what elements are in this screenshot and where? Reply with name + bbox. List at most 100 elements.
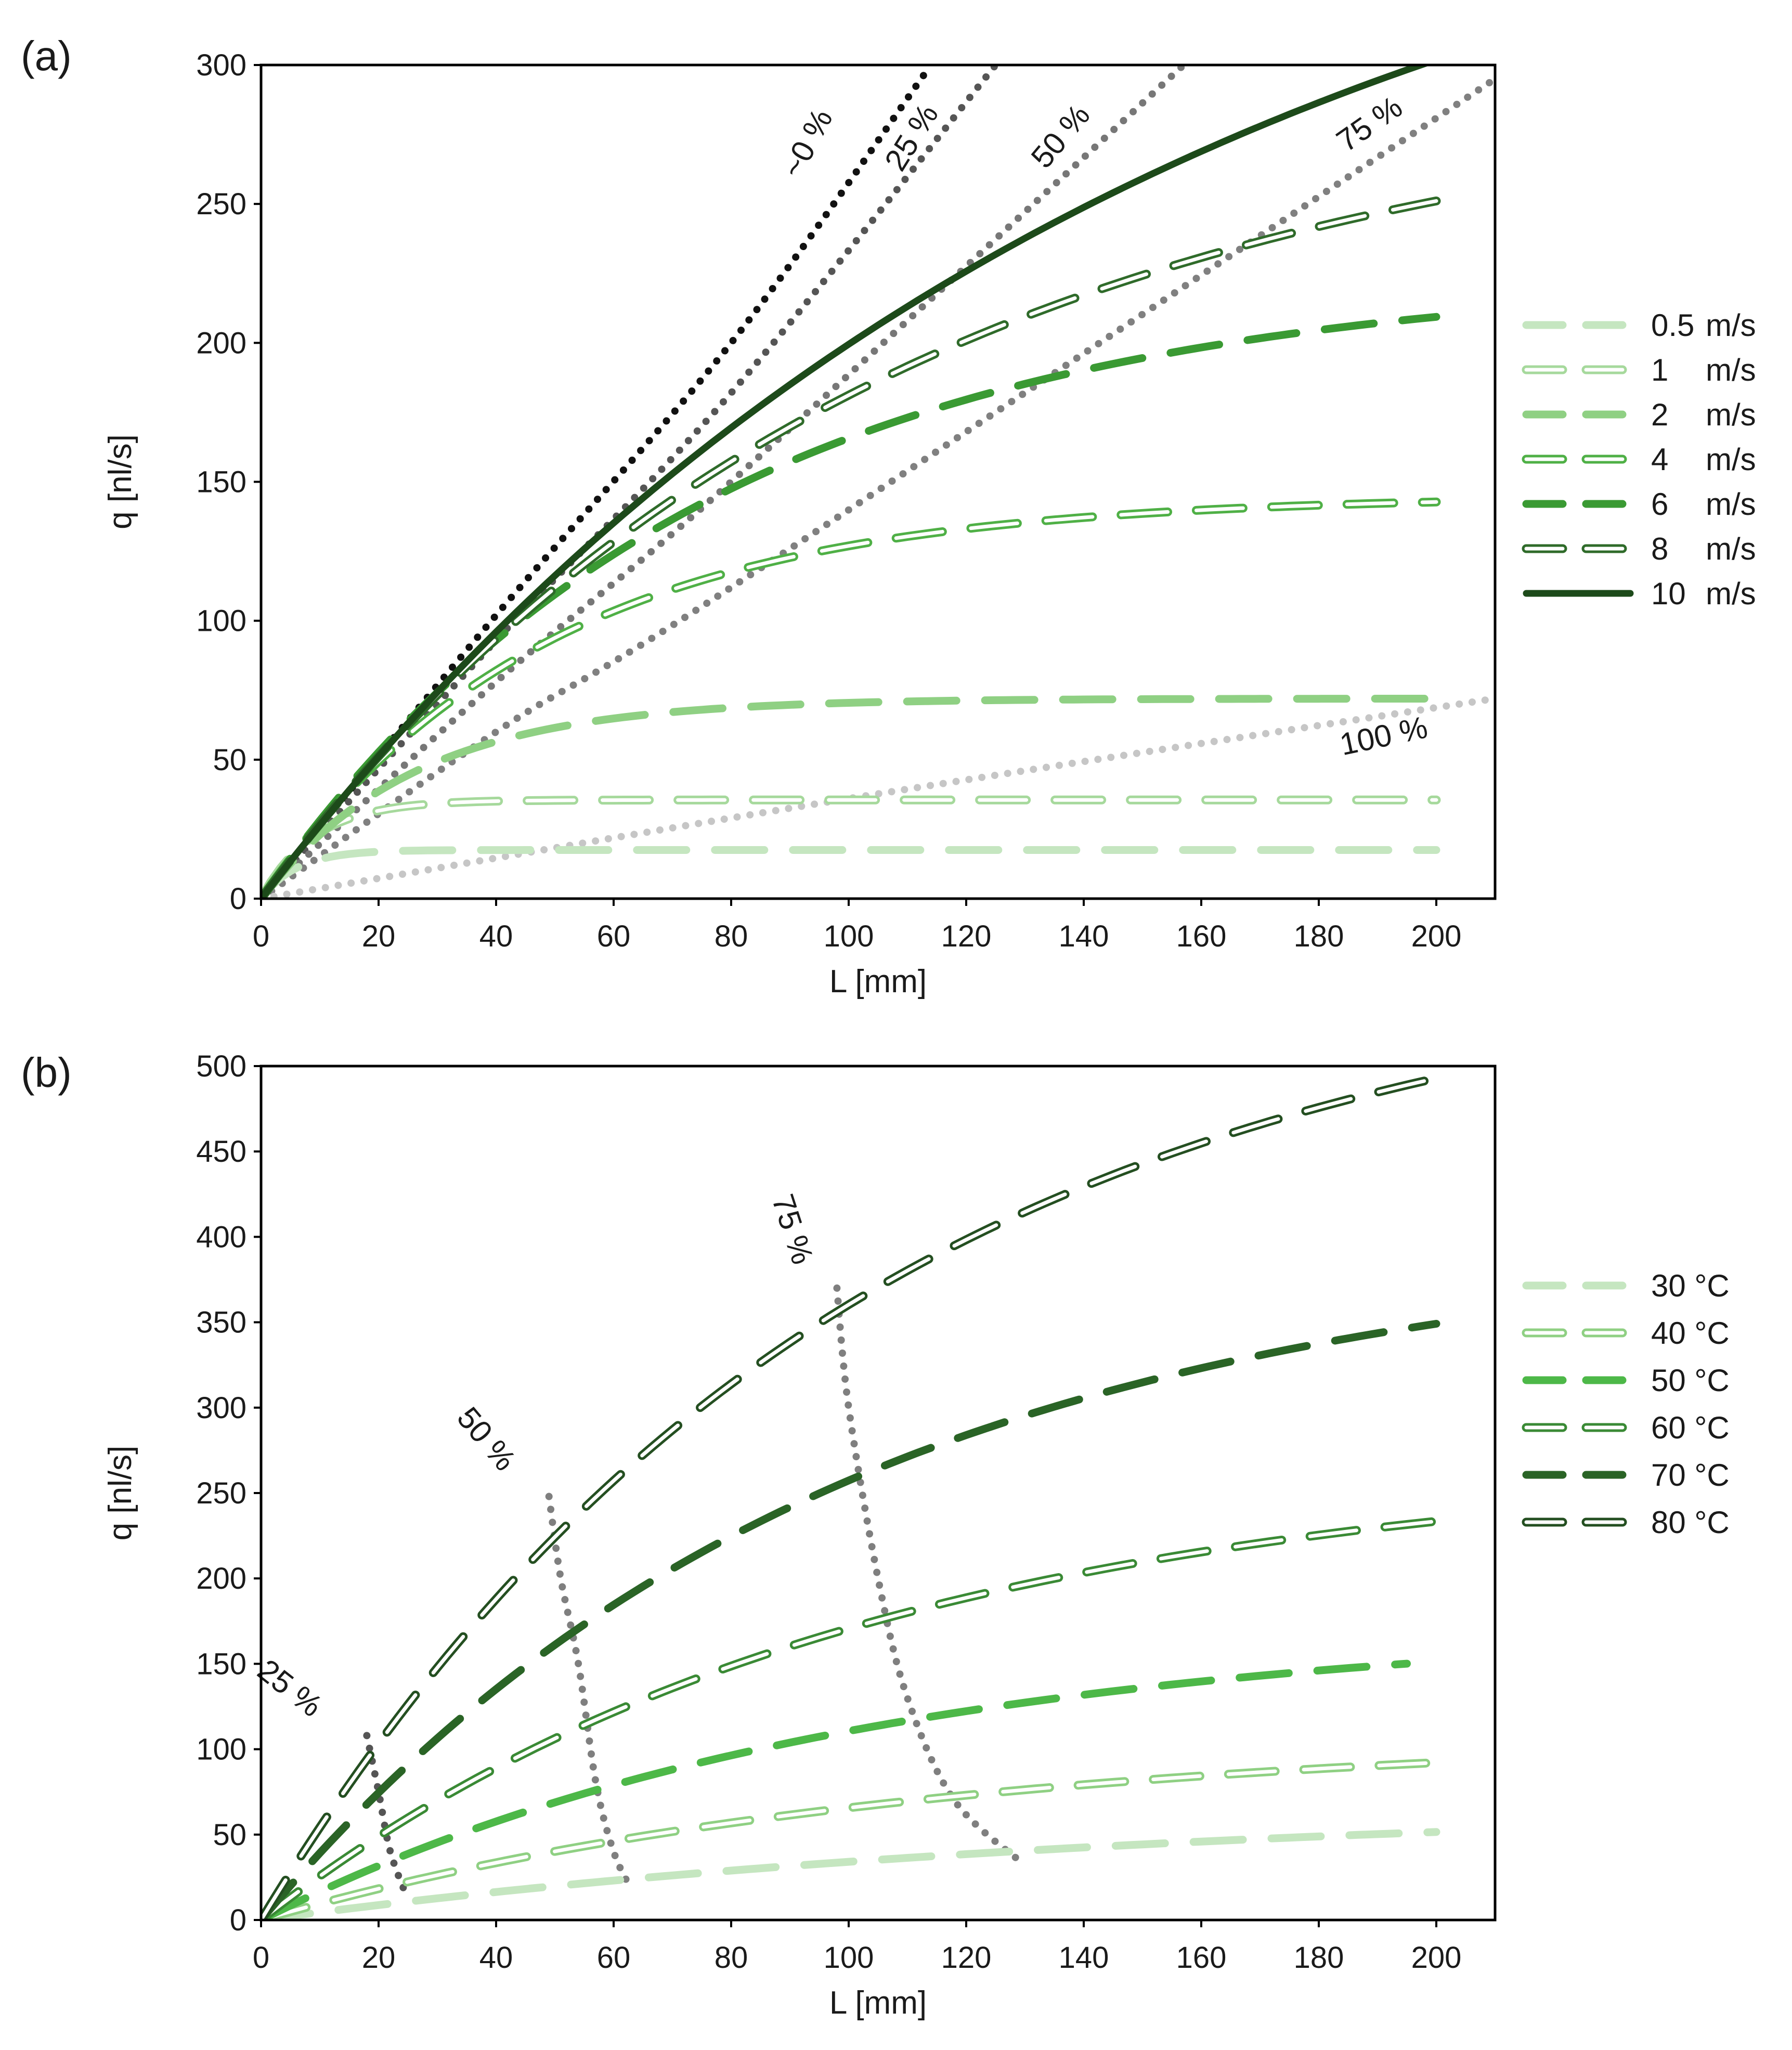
x-tick-label: 200 — [1411, 1941, 1462, 1975]
legend-item: 2 m/s — [1522, 397, 1756, 432]
plot-frame — [259, 63, 1497, 900]
legend-label: 80 °C — [1651, 1505, 1730, 1540]
x-tick-label: 60 — [597, 1941, 631, 1975]
x-tick-label: 140 — [1059, 1941, 1109, 1975]
series-2-m-s — [261, 695, 1440, 899]
legend-label-unit: m/s — [1706, 576, 1756, 611]
y-tick-label: 350 — [196, 1306, 246, 1340]
y-tick-label: 50 — [213, 1818, 246, 1852]
legend-item: 1 m/s — [1522, 353, 1756, 387]
y-tick-label: 500 — [196, 1049, 246, 1083]
x-tick-label: 180 — [1294, 919, 1344, 953]
efficiency-label: 75 % — [1330, 89, 1408, 159]
y-tick-label: 200 — [196, 1562, 246, 1595]
legend-item: 40 °C — [1522, 1316, 1730, 1351]
panel-label: (b) — [21, 1049, 72, 1096]
legend-item: 4 m/s — [1522, 442, 1756, 477]
y-tick-label: 150 — [196, 1647, 246, 1681]
legend-label-unit: m/s — [1706, 487, 1756, 522]
y-tick-label: 300 — [196, 1391, 246, 1425]
plot-frame — [259, 1065, 1497, 1922]
legend: 0.5 m/s 1 m/s 2 m/s 4 m/s 6 m/s 8 m/s 10 m/s — [1522, 308, 1756, 611]
y-tick-label: 400 — [196, 1220, 246, 1254]
series-80-c — [261, 1074, 1441, 1920]
y-axis-label: q [nl/s] — [102, 1446, 138, 1541]
legend-item: 80 °C — [1522, 1505, 1730, 1540]
series-line — [261, 313, 1440, 899]
series-40-c — [261, 1758, 1441, 1920]
legend-label-value: 1 — [1651, 353, 1668, 387]
legend-label-value: 4 — [1651, 442, 1668, 477]
y-axis-label: q [nl/s] — [102, 434, 138, 529]
x-axis-label: L [mm] — [829, 964, 927, 1000]
panel-a: (a) 0 50 100 150 200 250 300 0 20 40 60 80 100 120 140 1… — [21, 33, 1756, 1000]
legend-item: 6 m/s — [1522, 487, 1756, 522]
series-line-inner — [261, 798, 1438, 899]
series-8-m-s — [261, 196, 1441, 899]
y-tick-label: 0 — [230, 882, 246, 916]
legend-label: 40 °C — [1651, 1316, 1730, 1351]
legend-label-unit: m/s — [1706, 442, 1756, 477]
efficiency-line — [261, 65, 999, 899]
series-1-m-s — [261, 795, 1441, 899]
series-line — [261, 1828, 1440, 1920]
series-line — [261, 695, 1440, 899]
series-10-m-s — [261, 65, 1432, 899]
efficiency-line — [545, 1493, 635, 1893]
y-tick-label: 250 — [196, 187, 246, 221]
series-60-c — [261, 1516, 1441, 1920]
x-tick-label: 180 — [1294, 1941, 1344, 1975]
x-tick-label: 200 — [1411, 919, 1462, 953]
y-tick-label: 100 — [196, 1733, 246, 1767]
x-tick-label: 60 — [597, 919, 631, 953]
legend-label-value: 2 — [1651, 397, 1668, 432]
series-line-inner — [261, 1760, 1438, 1920]
series-line — [261, 846, 1440, 899]
series-line — [261, 1659, 1411, 1920]
legend-label: 70 °C — [1651, 1458, 1730, 1493]
efficiency-line — [261, 75, 1495, 899]
x-tick-label: 120 — [941, 919, 992, 953]
series-30-c — [261, 1828, 1440, 1920]
x-tick-label: 160 — [1176, 919, 1227, 953]
y-tick-label: 100 — [196, 604, 246, 638]
y-tick-label: 450 — [196, 1135, 246, 1169]
series-line-inner — [261, 199, 1438, 899]
efficiency-label: 75 % — [765, 1190, 821, 1268]
legend-label-unit: m/s — [1706, 531, 1756, 566]
plot-area — [261, 1074, 1441, 1920]
legend-label-value: 6 — [1651, 487, 1668, 522]
y-tick-label: 200 — [196, 326, 246, 360]
legend-label-unit: m/s — [1706, 397, 1756, 432]
series-line-inner — [261, 500, 1438, 899]
x-tick-label: 80 — [715, 1941, 748, 1975]
legend-label-value: 8 — [1651, 531, 1668, 566]
efficiency-line — [261, 65, 1188, 899]
legend-label-value: 0.5 — [1651, 308, 1694, 343]
x-tick-label: 20 — [362, 1941, 396, 1975]
legend-item: 70 °C — [1522, 1458, 1730, 1493]
series-line-inner — [261, 1519, 1438, 1920]
legend-item: 30 °C — [1522, 1268, 1730, 1303]
series-0-5-m-s — [261, 846, 1440, 899]
x-tick-label: 0 — [253, 1941, 269, 1975]
legend-label: 30 °C — [1651, 1268, 1730, 1303]
series-70-c — [261, 1320, 1440, 1920]
y-tick-label: 150 — [196, 465, 246, 499]
legend: 30 °C 40 °C 50 °C 60 °C 70 °C 80 °C — [1522, 1268, 1730, 1540]
efficiency-label: 50 % — [450, 1400, 523, 1477]
panel-b: (b) 0 50 100 150 200 250 300 350 400 450 500 0 20 40 60… — [21, 1049, 1730, 2021]
efficiency-label: 25 % — [251, 1652, 329, 1723]
legend-item: 60 °C — [1522, 1410, 1730, 1445]
y-tick-label: 0 — [230, 1903, 246, 1937]
legend-label-unit: m/s — [1706, 308, 1756, 343]
legend-item: 0.5 m/s — [1522, 308, 1756, 343]
x-tick-label: 40 — [479, 1941, 513, 1975]
legend-item: 50 °C — [1522, 1363, 1730, 1398]
panel-label: (a) — [21, 33, 72, 79]
x-tick-label: 120 — [941, 1941, 992, 1975]
x-tick-label: 0 — [253, 919, 269, 953]
efficiency-label: ~0 % — [775, 103, 839, 184]
y-tick-label: 300 — [196, 48, 246, 82]
